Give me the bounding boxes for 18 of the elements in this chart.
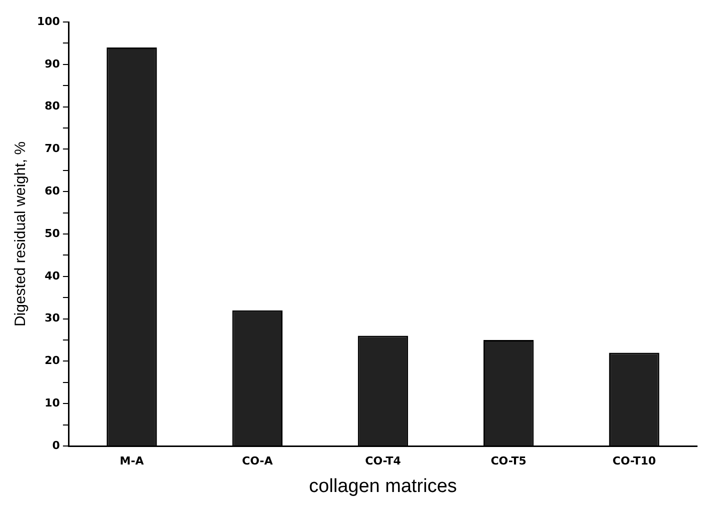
y-tick-label: 60 <box>44 184 60 198</box>
x-tick-label: CO-A <box>242 454 274 468</box>
y-tick-label: 0 <box>52 438 60 452</box>
y-tick-label: 100 <box>36 14 60 28</box>
y-tick-label: 20 <box>44 354 60 368</box>
y-tick-label: 10 <box>44 396 60 410</box>
x-tick-label: M-A <box>120 454 144 468</box>
y-tick-label: 50 <box>44 226 60 240</box>
x-tick-label: CO-T5 <box>490 454 526 468</box>
x-tick-label: CO-T4 <box>365 454 402 468</box>
x-tick-label: CO-T10 <box>612 454 656 468</box>
y-tick-label: 30 <box>44 312 60 325</box>
y-tick-label: 40 <box>44 269 60 282</box>
y-tick-label: 70 <box>44 142 60 156</box>
y-tick-label: 80 <box>44 100 60 113</box>
y-axis-title: Digested residual weight, % <box>12 141 30 327</box>
x-axis-title: collagen matrices <box>309 476 457 497</box>
y-tick-label: 90 <box>44 57 60 70</box>
